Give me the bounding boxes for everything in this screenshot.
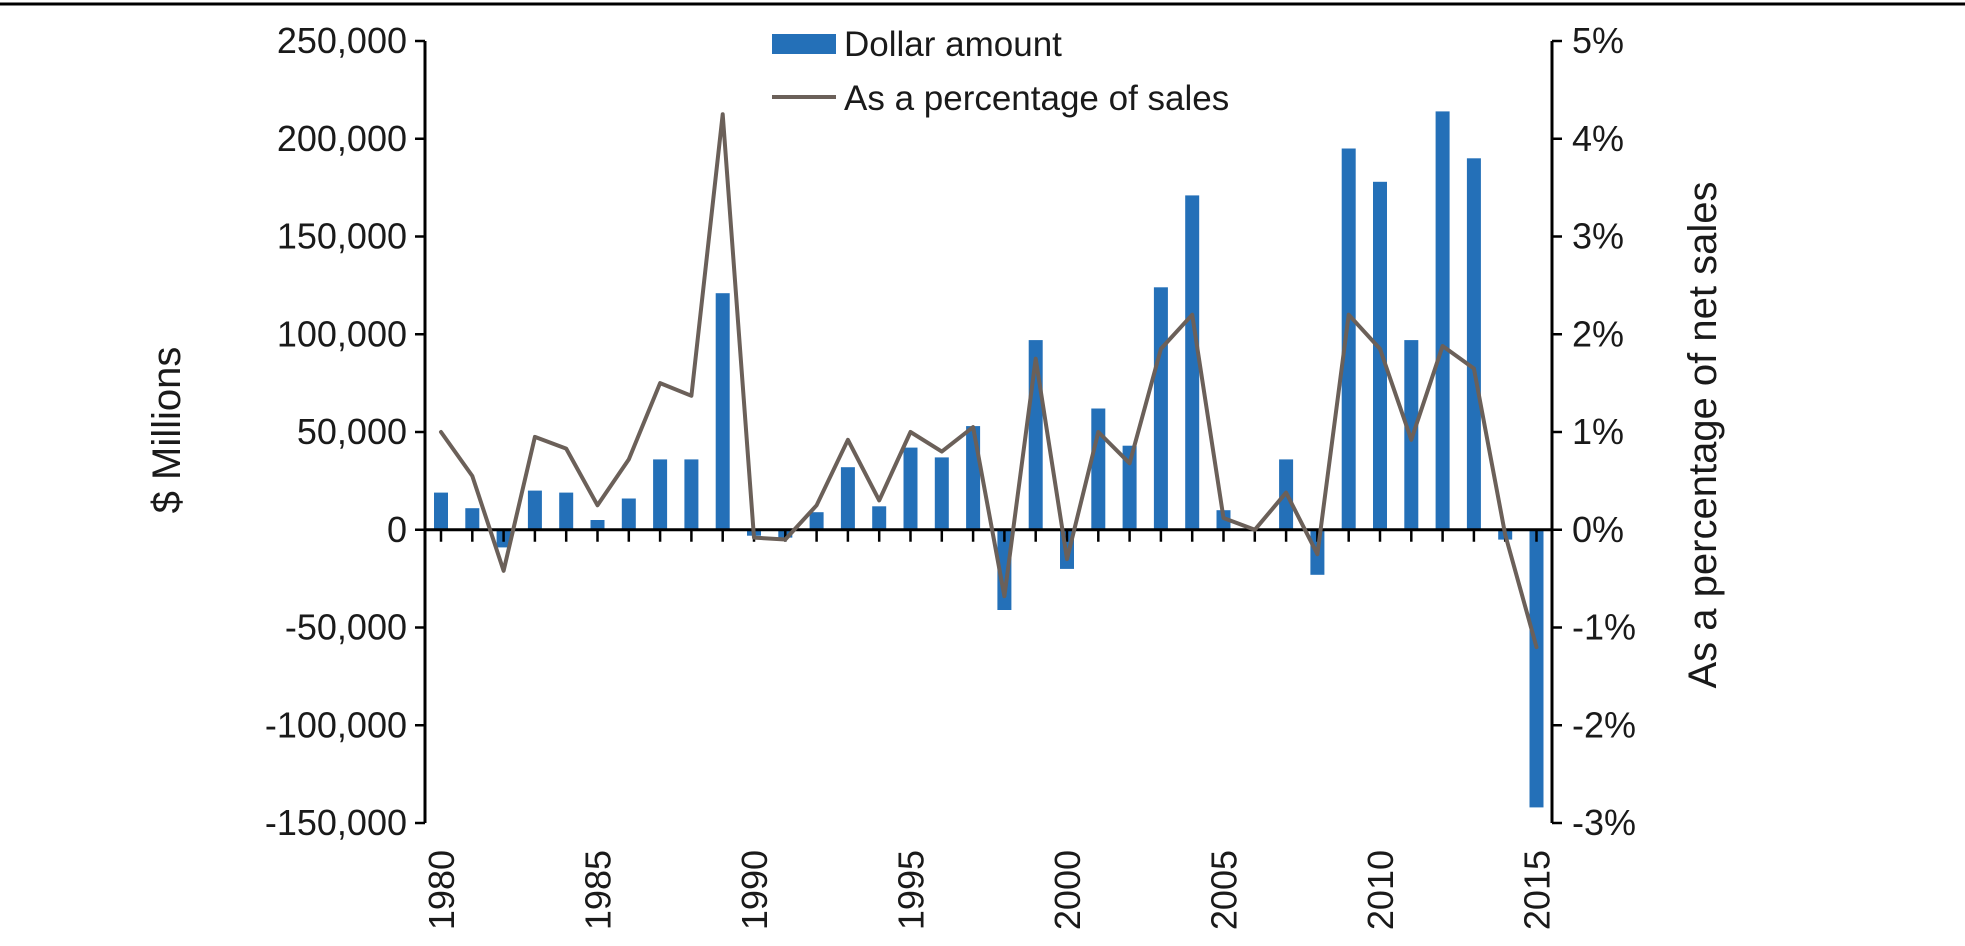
line-point-2009 [1347, 313, 1351, 317]
y2-tick-label: -3% [1572, 802, 1636, 843]
x-tick-label: 1985 [578, 850, 619, 930]
x-tick-label: 2010 [1360, 850, 1401, 930]
bar-1984 [559, 492, 574, 530]
bar-1995 [903, 447, 918, 530]
line-point-2005 [1222, 516, 1225, 520]
bar-2015 [1529, 529, 1544, 808]
x-tick-label: 1980 [421, 850, 462, 930]
line-point-2010 [1378, 347, 1382, 351]
line-point-2014 [1503, 533, 1507, 537]
line-series [439, 112, 1539, 650]
line-point-2007 [1284, 491, 1288, 495]
bar-1985 [590, 520, 605, 530]
line-point-1999 [1034, 357, 1038, 361]
y-tick-label: 250,000 [277, 20, 407, 61]
bar-1987 [653, 459, 668, 530]
y-tick-label: -150,000 [265, 802, 407, 843]
line-point-2003 [1159, 347, 1163, 351]
y-axis-title: $ Millions [145, 347, 189, 514]
line-point-1983 [533, 435, 537, 439]
y2-tick-label: -1% [1572, 607, 1636, 648]
line-point-2006 [1253, 528, 1257, 532]
line-point-2002 [1128, 461, 1132, 465]
line-point-1993 [846, 438, 850, 442]
line-point-1986 [627, 457, 631, 461]
bar-1983 [527, 490, 542, 530]
line-point-1981 [470, 474, 474, 478]
y-tick-label: 150,000 [277, 216, 407, 257]
bar-1988 [684, 459, 699, 530]
line-point-2001 [1096, 430, 1100, 434]
line-point-1991 [783, 538, 787, 541]
line-point-1997 [971, 425, 975, 429]
bar-2013 [1466, 158, 1481, 530]
line-point-2008 [1315, 552, 1319, 556]
axes: 250,000 200,000 150,000 100,000 50,000 0 -50,0… [265, 20, 1636, 930]
line-point-1980 [439, 430, 443, 434]
bar-1989 [715, 293, 730, 530]
bar-1980 [434, 492, 448, 530]
x-tick-label: 2005 [1204, 850, 1245, 930]
bar-2002 [1122, 445, 1137, 530]
line-point-2015 [1535, 645, 1538, 649]
bar-2012 [1435, 111, 1450, 530]
bar-1986 [621, 498, 636, 530]
bar-1992 [809, 512, 824, 530]
x-tick-label: 1995 [891, 850, 932, 930]
y2-tick-label: 3% [1572, 216, 1624, 257]
legend-label-dollar-amount: Dollar amount [844, 25, 1062, 64]
line-point-1992 [815, 503, 819, 507]
line-point-2013 [1472, 367, 1476, 370]
line-point-1984 [564, 447, 568, 451]
line-point-1998 [1002, 594, 1006, 598]
line-point-2000 [1065, 557, 1069, 561]
bar-2001 [1091, 408, 1106, 530]
y-tick-label: 50,000 [297, 411, 407, 452]
y-tick-label: 0 [387, 509, 407, 550]
y2-tick-label: 5% [1572, 20, 1624, 61]
bar-2003 [1153, 287, 1168, 530]
bar-series [434, 111, 1544, 808]
bar-1993 [840, 467, 855, 530]
bar-1998 [997, 529, 1012, 610]
y2-tick-label: 0% [1572, 509, 1624, 550]
legend-swatch-dollar-amount [772, 34, 836, 54]
line-point-1985 [596, 503, 599, 507]
legend-label-percentage: As a percentage of sales [844, 79, 1229, 118]
line-point-1996 [940, 450, 944, 454]
line-point-1990 [752, 536, 756, 540]
bar-2004 [1185, 195, 1200, 530]
bar-2010 [1373, 181, 1387, 530]
y2-tick-label: 1% [1572, 411, 1624, 452]
y2-tick-label: -2% [1572, 704, 1636, 745]
y2-tick-label: 4% [1572, 118, 1624, 159]
legend: Dollar amount As a percentage of sales [772, 25, 1229, 118]
x-tick-label: 1990 [734, 850, 775, 930]
y-tick-label: -100,000 [265, 704, 407, 745]
x-tick-label: 2015 [1517, 850, 1558, 930]
line-point-2011 [1409, 438, 1413, 442]
bar-2009 [1341, 148, 1356, 530]
y-tick-label: -50,000 [285, 607, 407, 648]
bar-1981 [465, 508, 480, 530]
y2-axis-title: As a percentage of net sales [1681, 182, 1725, 689]
y-tick-label: 200,000 [277, 118, 407, 159]
line-point-1987 [658, 381, 662, 385]
y2-tick-label: 2% [1572, 313, 1624, 354]
x-tick-label: 2000 [1047, 850, 1088, 930]
line-point-2012 [1441, 344, 1445, 348]
line-point-1994 [877, 498, 881, 502]
line-percentage-of-sales [439, 112, 1539, 650]
line-point-2004 [1190, 313, 1194, 317]
line-point-1995 [909, 430, 912, 434]
y-tick-label: 100,000 [277, 313, 407, 354]
line-point-1982 [502, 569, 506, 573]
bar-1996 [934, 457, 949, 530]
line-point-1988 [689, 394, 693, 398]
line-point-1989 [721, 112, 725, 116]
bar-1997 [966, 426, 981, 530]
bar-1994 [872, 506, 887, 530]
